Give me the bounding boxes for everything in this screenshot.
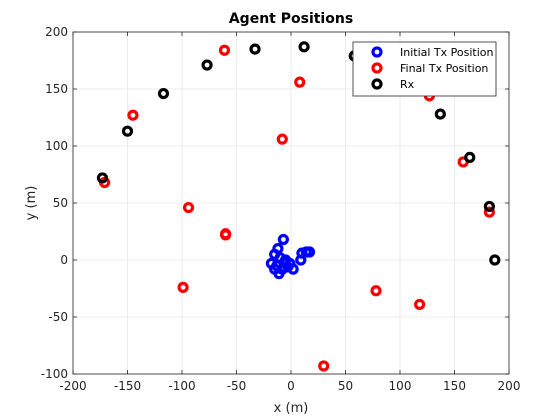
y-axis-label: y (m) [24,186,39,221]
y-tick-label: -50 [48,310,68,324]
x-tick-labels: -200 -150 -100 -50 0 50 100 150 200 [59,379,520,393]
x-tick-label: 150 [443,379,466,393]
x-tick-label: -100 [168,379,195,393]
data-point [284,257,296,270]
data-point [220,229,232,241]
markers [96,41,501,372]
y-tick-label: -100 [41,367,68,381]
data-point [414,298,426,311]
data-point [96,172,109,184]
legend-marker [371,46,383,58]
data-point [276,133,288,145]
data-point [303,246,316,258]
data-point [370,285,382,297]
series-0 [265,233,316,280]
legend-entries: Initial Tx Position Final Tx Position Rx [371,46,494,91]
x-tick-label: 50 [338,379,353,393]
x-tick-label: 0 [287,379,295,393]
x-tick-label: 100 [389,379,412,393]
data-point [483,200,495,213]
data-point [483,206,495,218]
series-2 [96,41,501,266]
y-tick-label: 200 [45,25,68,39]
data-point [177,281,189,293]
series-1 [99,44,495,372]
data-point [278,256,291,268]
tick-marks [72,31,510,375]
data-point [277,233,289,246]
y-tick-label: 0 [60,253,68,267]
data-point [294,76,306,88]
data-point [249,43,261,55]
data-point [218,44,231,56]
data-point [201,59,213,71]
data-point [182,201,195,214]
y-tick-label: 150 [45,82,68,96]
legend-label: Final Tx Position [400,62,488,75]
x-tick-label: -200 [59,379,86,393]
x-axis-label: x (m) [274,401,309,416]
data-point [434,108,446,120]
data-point [318,360,330,372]
y-tick-label: 100 [45,139,68,153]
x-tick-label: -50 [227,379,247,393]
x-tick-label: 200 [498,379,521,393]
legend: Initial Tx Position Final Tx Position Rx [352,41,497,97]
data-point [464,151,476,163]
legend-label: Initial Tx Position [400,46,494,59]
data-point [127,109,139,121]
data-point [298,41,310,53]
x-tick-label: -150 [114,379,141,393]
legend-marker [371,62,383,74]
y-tick-label: 50 [53,196,68,210]
legend-label: Rx [400,78,415,91]
data-point [269,263,281,275]
data-point [121,125,134,137]
data-point [489,254,501,266]
legend-marker [371,78,383,90]
data-point [295,254,307,266]
y-tick-labels: -100 -50 0 50 100 150 200 [41,25,68,381]
chart-title: Agent Positions [229,11,353,27]
data-point [157,87,170,100]
